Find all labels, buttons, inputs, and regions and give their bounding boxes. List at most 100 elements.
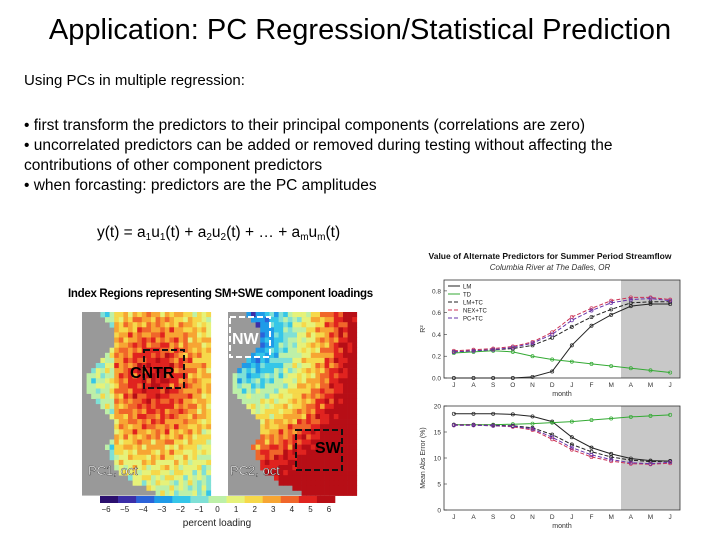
map-cell	[164, 337, 170, 343]
map-cell	[324, 352, 330, 359]
map-cell	[206, 322, 212, 328]
map-cell	[128, 393, 133, 399]
data-point	[648, 461, 653, 466]
colorbar-swatch	[316, 496, 336, 503]
map-cell	[283, 480, 289, 486]
map-cell	[297, 459, 302, 466]
map-cell	[105, 373, 110, 379]
r2-chart: 0.00.20.40.60.8J A S O N D J F M A M JmonthR²LMTDLM…	[420, 279, 681, 398]
map-cell	[255, 317, 261, 323]
map-cell	[95, 398, 101, 405]
map-cell	[123, 368, 129, 374]
map-cell	[232, 388, 238, 394]
map-cell	[178, 378, 184, 384]
map-cell	[264, 373, 270, 379]
map-cell	[297, 322, 302, 328]
colorbar-swatch	[244, 496, 263, 503]
map-cell	[178, 368, 184, 374]
map-cell	[187, 312, 193, 318]
map-cell	[241, 393, 247, 399]
map-cell	[315, 454, 321, 461]
map-cell	[105, 378, 110, 384]
map-cell	[329, 490, 335, 496]
map-cell	[151, 327, 156, 333]
x-tick-label: M	[648, 382, 653, 389]
map-cell	[315, 414, 321, 420]
map-cell	[114, 357, 120, 364]
map-cell	[264, 357, 270, 364]
map-cell	[301, 408, 307, 415]
map-cell	[174, 490, 179, 496]
map-cell	[324, 470, 330, 476]
map-cell	[347, 378, 353, 384]
map-cell	[192, 373, 198, 379]
map-cell	[333, 465, 339, 471]
map-cell	[132, 327, 138, 333]
map-cell	[278, 337, 284, 343]
map-cell	[109, 378, 115, 384]
data-point	[609, 416, 614, 421]
colorbar-tick: −6	[101, 505, 111, 514]
map-cell	[352, 403, 358, 410]
map-cell	[123, 424, 129, 430]
map-cell	[320, 327, 325, 333]
map-cell	[310, 398, 316, 405]
map-cell	[132, 419, 138, 425]
map-cell	[347, 393, 353, 399]
map-cell	[174, 485, 179, 491]
map-cell	[343, 332, 348, 338]
map-cell	[155, 459, 161, 466]
map-cell	[201, 322, 207, 328]
map-cell	[320, 424, 325, 430]
map-cell	[329, 475, 335, 481]
map-cell	[274, 312, 279, 318]
map-cell	[260, 403, 266, 410]
map-cell	[251, 383, 256, 389]
map-cell	[320, 368, 325, 374]
map-cell	[206, 454, 212, 461]
map-cell	[310, 490, 316, 496]
map-cell	[187, 317, 193, 323]
map-cell	[241, 388, 247, 394]
map-cell	[187, 383, 193, 389]
map-cell	[278, 352, 284, 359]
x-tick-label: J	[452, 382, 455, 389]
map-cell	[329, 470, 335, 476]
map-cell	[297, 317, 302, 323]
slide-title: Application: PC Regression/Statistical P…	[48, 14, 672, 46]
map-cell	[278, 373, 284, 379]
map-cell	[274, 475, 279, 481]
map-cell	[183, 465, 189, 471]
map-cell	[310, 470, 316, 476]
map-cell	[283, 434, 289, 440]
map-cell	[287, 368, 293, 374]
map-cell	[352, 398, 358, 405]
map-cell	[264, 378, 270, 384]
map-cell	[315, 342, 321, 348]
map-cell	[197, 342, 202, 348]
map-cell	[333, 357, 339, 364]
map-cell	[137, 439, 143, 445]
map-cell	[123, 388, 129, 394]
map-cell	[155, 378, 161, 384]
map-cell	[160, 490, 166, 496]
map-cell	[109, 454, 115, 461]
map-cell	[137, 465, 143, 471]
map-cell	[310, 449, 316, 456]
map-cell	[174, 352, 179, 359]
map-cell	[274, 347, 279, 354]
colorbar-swatch	[208, 496, 227, 503]
map-cell	[206, 383, 212, 389]
map-cell	[251, 408, 256, 415]
map-cell	[187, 337, 193, 343]
series-line	[453, 350, 671, 374]
map-cell	[343, 373, 348, 379]
map-cell	[310, 337, 316, 343]
map-cell	[151, 322, 156, 328]
x-tick-label: F	[590, 382, 594, 389]
map-cell	[333, 424, 339, 430]
data-point	[569, 318, 574, 323]
map-cell	[324, 378, 330, 384]
map-cell	[151, 449, 156, 456]
map-cell	[206, 393, 212, 399]
